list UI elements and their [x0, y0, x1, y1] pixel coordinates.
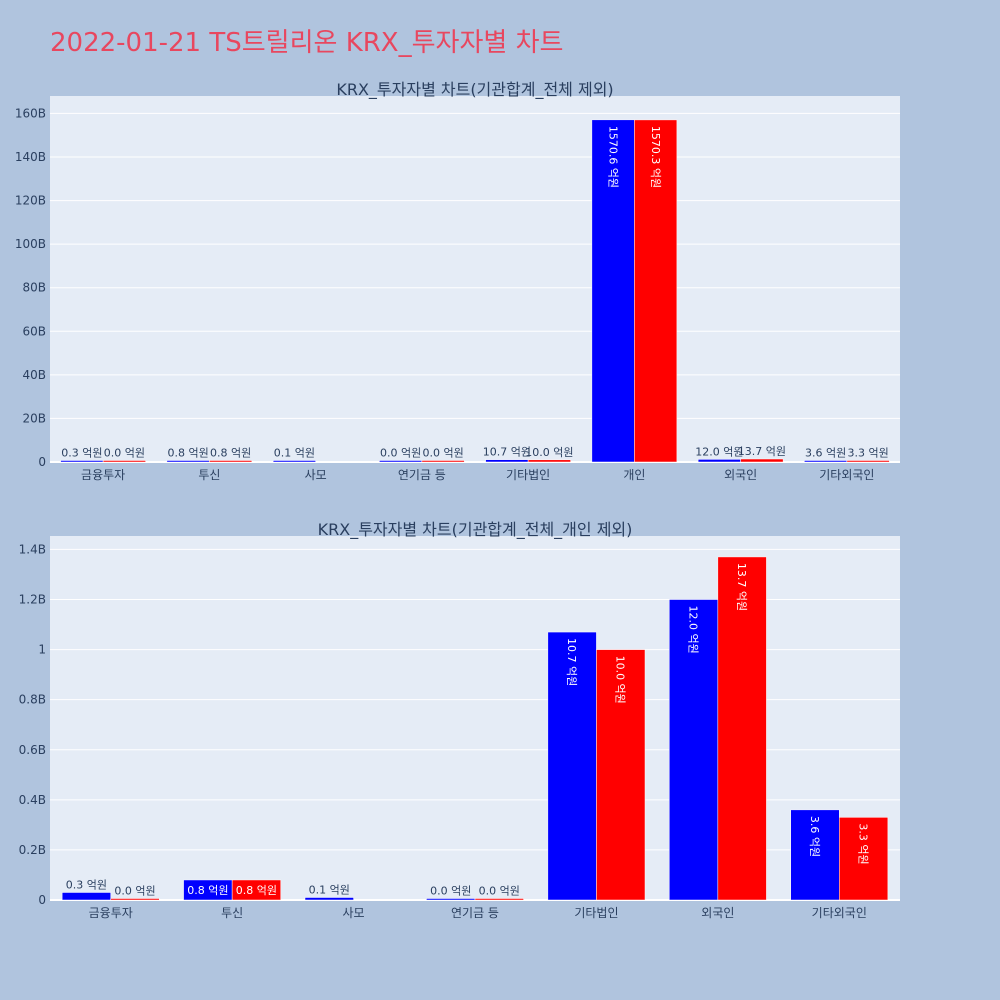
- y-tick-label: 80B: [22, 281, 46, 295]
- bar-buy-6: [790, 809, 840, 901]
- data-label: 3.6 억원: [808, 816, 821, 857]
- bar-buy-2: [272, 460, 316, 463]
- data-label: 0.0 억원: [423, 447, 464, 460]
- x-tick-label: 투신: [198, 468, 220, 482]
- data-label: 1570.6 억원: [606, 126, 619, 188]
- x-tick-label: 기타외국인: [812, 906, 867, 920]
- y-tick-label: 1: [38, 643, 46, 657]
- y-tick-label: 0.8B: [19, 693, 46, 707]
- data-label: 0.0 억원: [114, 885, 155, 898]
- data-label: 3.3 억원: [848, 447, 889, 460]
- x-tick-label: 금융투자: [89, 906, 133, 920]
- chart-top: KRX_투자자별 차트(기관합계_전체 제외) 0 20B 40B 60B 80B 100B…: [15, 80, 900, 482]
- data-label: 13.7 억원: [735, 563, 748, 611]
- bar-buy-5: [591, 119, 635, 463]
- x-tick-label: 투신: [221, 906, 243, 920]
- y-tick-label: 100B: [15, 237, 46, 251]
- data-label: 0.8 억원: [210, 447, 251, 460]
- bar-sell-7: [846, 460, 890, 463]
- y-tick-label: 1.2B: [19, 593, 46, 607]
- chart-title: KRX_투자자별 차트(기관합계_전체_개인 제외): [318, 520, 633, 540]
- bar-sell-1: [209, 460, 253, 463]
- y-tick-label: 120B: [15, 194, 46, 208]
- y-tick-label: 140B: [15, 150, 46, 164]
- x-tick-label: 외국인: [724, 468, 757, 482]
- y-tick-label: 40B: [22, 368, 46, 382]
- data-label: 12.0 억원: [695, 445, 743, 458]
- chart-title: KRX_투자자별 차트(기관합계_전체 제외): [336, 80, 613, 100]
- bar-buy-2: [304, 897, 354, 901]
- data-label: 0.0 억원: [104, 447, 145, 460]
- bar-sell-6: [740, 458, 784, 463]
- x-tick-label: 기타외국인: [819, 468, 874, 482]
- x-tick-label: 연기금 등: [398, 468, 446, 482]
- data-label: 0.3 억원: [61, 447, 102, 460]
- bar-buy-1: [166, 460, 210, 463]
- x-tick-label: 사모: [343, 906, 365, 920]
- bar-buy-3: [379, 460, 423, 463]
- bar-buy-0: [61, 892, 111, 901]
- bar-sell-6: [839, 817, 889, 901]
- y-tick-label: 0.4B: [19, 793, 46, 807]
- y-tick-label: 160B: [15, 106, 46, 120]
- data-label: 1570.3 억원: [649, 126, 662, 188]
- data-label: 0.8 억원: [236, 884, 277, 897]
- bar-buy-7: [804, 460, 848, 463]
- bar-sell-0: [110, 898, 160, 901]
- bar-buy-3: [426, 898, 476, 901]
- bar-buy-0: [60, 460, 104, 463]
- y-tick-label: 0.2B: [19, 843, 46, 857]
- plot-area: [50, 536, 900, 900]
- data-label: 10.7 억원: [565, 638, 578, 686]
- y-tick-label: 0: [38, 455, 46, 469]
- data-label: 10.0 억원: [525, 446, 573, 459]
- bar-sell-5: [717, 556, 767, 901]
- x-tick-label: 외국인: [701, 906, 734, 920]
- y-tick-label: 0: [38, 893, 46, 907]
- x-tick-label: 금융투자: [81, 468, 125, 482]
- bar-sell-4: [527, 459, 571, 463]
- bar-buy-4: [485, 459, 529, 463]
- page-title: 2022-01-21 TS트릴리온 KRX_투자자별 차트: [50, 28, 564, 58]
- data-label: 3.6 억원: [805, 447, 846, 460]
- data-label: 10.0 억원: [614, 656, 627, 704]
- y-tick-label: 20B: [22, 411, 46, 425]
- chart-bottom: KRX_투자자별 차트(기관합계_전체_개인 제외) 0 0.2B 0.4B 0.6B 0…: [19, 520, 900, 920]
- data-label: 0.1 억원: [309, 883, 350, 896]
- plot-area: [50, 96, 900, 462]
- bar-sell-3: [421, 460, 465, 463]
- data-label: 0.3 억원: [66, 878, 107, 891]
- bar-sell-4: [596, 649, 646, 901]
- x-tick-label: 기타법인: [506, 468, 550, 482]
- data-label: 13.7 억원: [738, 445, 786, 458]
- data-label: 0.0 억원: [380, 447, 421, 460]
- x-tick-label: 사모: [305, 468, 327, 482]
- y-tick-label: 60B: [22, 324, 46, 338]
- y-tick-label: 0.6B: [19, 743, 46, 757]
- bar-sell-5: [634, 119, 678, 463]
- data-label: 3.3 억원: [856, 823, 869, 864]
- bar-sell-0: [102, 460, 146, 463]
- bar-buy-6: [697, 459, 741, 463]
- y-tick-label: 1.4B: [19, 542, 46, 556]
- data-label: 12.0 억원: [686, 606, 699, 654]
- data-label: 0.8 억원: [187, 884, 228, 897]
- data-label: 10.7 억원: [483, 446, 531, 459]
- data-label: 0.0 억원: [430, 885, 471, 898]
- data-label: 0.8 억원: [168, 447, 209, 460]
- data-label: 0.1 억원: [274, 447, 315, 460]
- x-tick-label: 기타법인: [574, 906, 618, 920]
- x-tick-label: 개인: [623, 468, 645, 482]
- bar-sell-3: [474, 898, 524, 901]
- data-label: 0.0 억원: [479, 885, 520, 898]
- bar-buy-4: [547, 631, 597, 901]
- x-tick-label: 연기금 등: [451, 906, 499, 920]
- bar-sell-1: [231, 879, 281, 901]
